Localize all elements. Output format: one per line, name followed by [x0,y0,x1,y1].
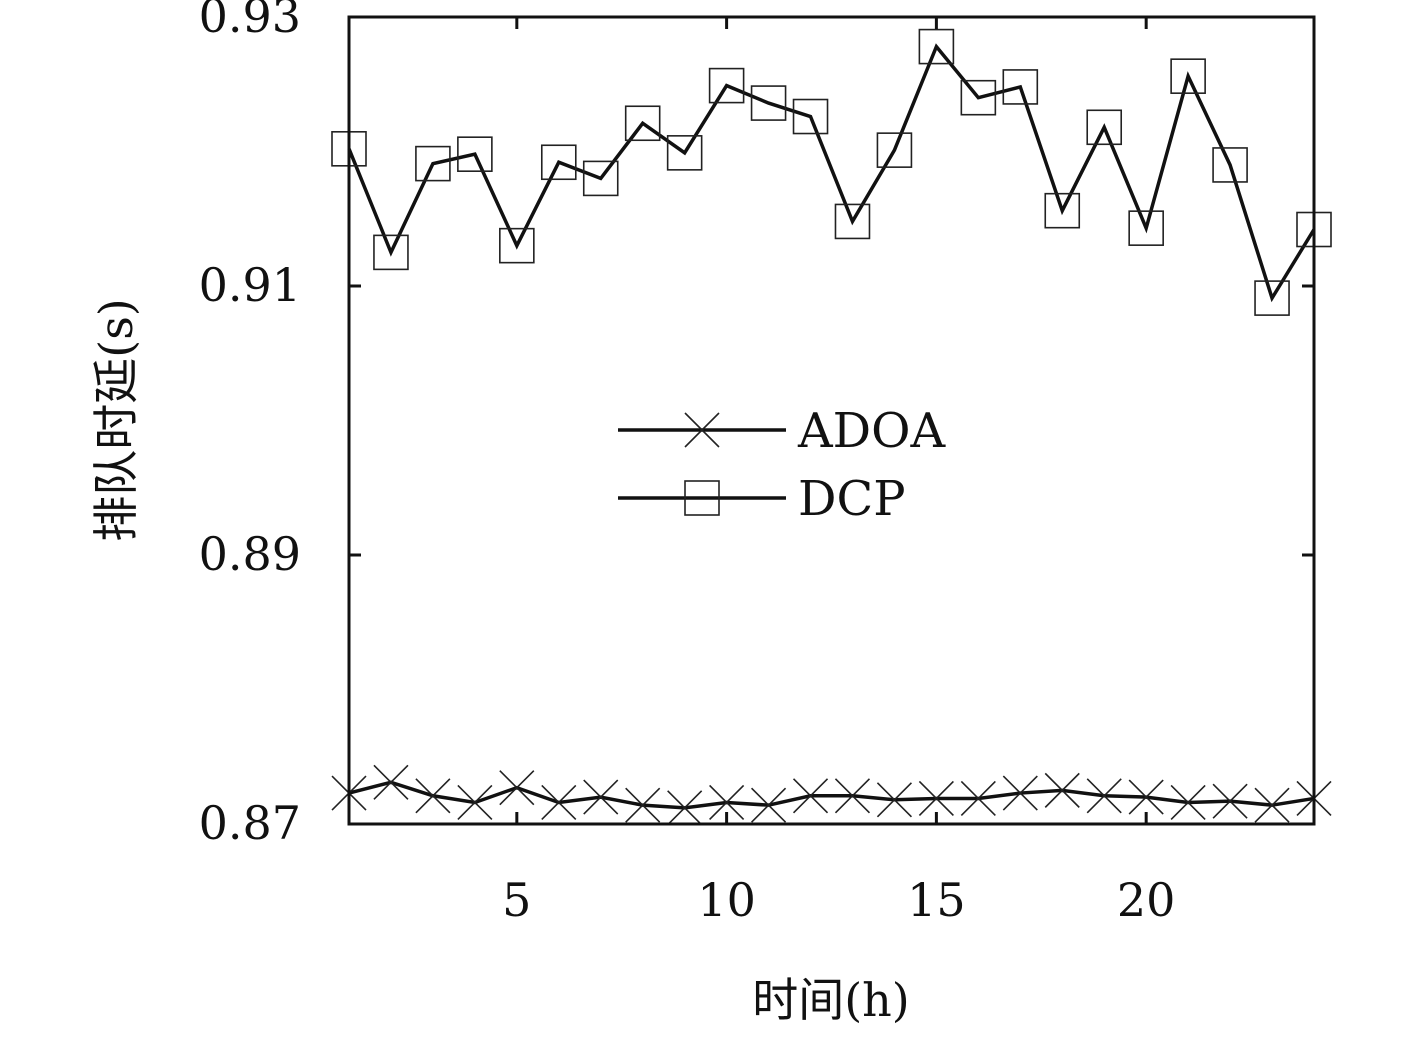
legend-label: ADOA [797,403,947,459]
data-point [709,784,745,821]
x-tick-label: 15 [907,873,966,927]
data-point [415,145,451,182]
legend-label: DCP [798,471,906,527]
x-tick-label: 5 [502,873,531,927]
data-point [834,203,871,240]
data-point [1212,783,1248,819]
data-point [540,144,577,181]
legend-entry-adoa: ADOA [618,403,947,459]
data-point [1128,779,1164,815]
data-point [960,780,996,817]
data-point [373,234,409,271]
data-point [1002,775,1038,811]
plot-layer [331,28,1332,826]
legend: ADOA DCP [618,403,947,527]
data-point [792,778,829,814]
data-point [582,160,619,197]
data-point [834,778,871,814]
data-point [876,132,913,168]
data-point [1044,192,1081,229]
data-point [1254,280,1290,316]
legend-marker [684,480,720,516]
y-tick-label: 0.93 [199,0,301,43]
data-point [457,136,493,172]
data-point [876,782,913,818]
data-point [499,770,535,806]
ticks-layer: 0.87 0.89 0.91 0.93 5 10 15 20 [199,0,1314,927]
data-point [625,787,661,823]
data-point [1254,787,1290,823]
data-point [415,778,451,814]
data-point [667,790,703,826]
data-point [750,85,787,121]
legend-marker [684,412,720,448]
data-point [750,787,787,823]
y-axis-label: 排队时延(s) [89,298,143,542]
data-point [1086,109,1123,146]
data-point [1212,147,1248,183]
series-line [348,780,1315,810]
y-tick-label: 0.87 [199,796,301,850]
data-point [918,28,955,65]
data-point [960,79,997,116]
data-point [373,764,409,800]
data-point [1044,772,1080,808]
data-point [1170,58,1206,94]
x-tick-label: 10 [697,873,756,927]
series-dcp [331,28,1332,316]
y-tick-label: 0.91 [199,258,301,312]
data-point [708,67,745,104]
data-point [918,780,954,817]
data-point [1002,69,1039,105]
data-point [1170,784,1206,821]
data-point [499,227,535,264]
y-tick-label: 0.89 [199,527,301,581]
data-point [1086,778,1122,814]
plot-frame [347,15,1316,826]
series-line [347,43,1316,303]
x-axis-label: 时间(h) [752,973,910,1027]
data-point [583,779,619,815]
data-point [624,105,661,142]
data-point [792,98,829,135]
data-point [666,135,703,171]
data-point [1128,210,1164,246]
legend-entry-dcp: DCP [618,471,906,527]
data-point [457,784,493,821]
series-adoa [331,764,1332,826]
x-tick-label: 20 [1117,873,1176,927]
data-point [541,784,577,821]
